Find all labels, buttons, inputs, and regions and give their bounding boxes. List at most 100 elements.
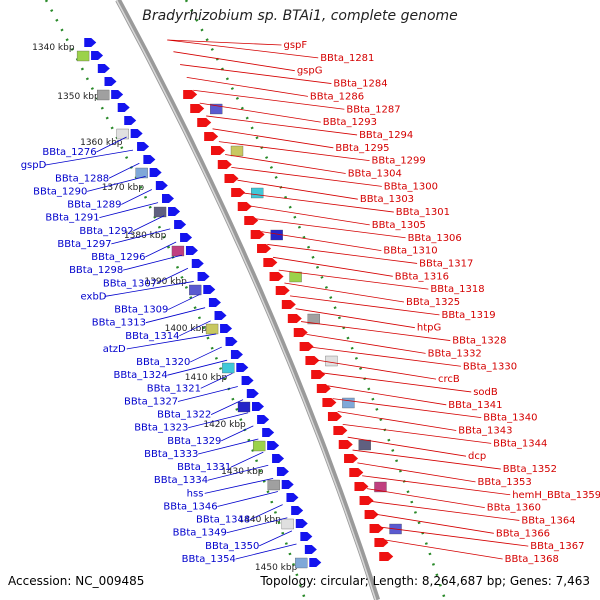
leader-line xyxy=(156,267,189,284)
gene-label-layer: BBta_1276 gspD BBta_1288 BBta_1290 BBta_1289… xyxy=(21,40,600,565)
leader-line xyxy=(376,513,494,534)
leader-line xyxy=(167,39,282,46)
gene-block xyxy=(295,557,308,569)
gene-label: BBta_1290 xyxy=(33,186,87,197)
gene-label: exbD xyxy=(81,291,107,302)
gene-label: BBta_1352 xyxy=(503,464,557,475)
gene-arrow xyxy=(304,545,317,554)
gene-track-layer xyxy=(76,38,402,569)
gene-arrow xyxy=(379,552,394,561)
gene-arrow xyxy=(275,286,290,295)
gene-label: BBta_1319 xyxy=(441,310,495,321)
map-title: Bradyrhizobium sp. BTAi1, complete genom… xyxy=(142,8,458,24)
leader-line xyxy=(337,411,457,431)
leader-line xyxy=(278,269,429,290)
leader-line xyxy=(295,308,415,329)
leader-line xyxy=(284,282,405,303)
gene-block xyxy=(230,145,244,157)
leader-line xyxy=(207,464,269,481)
gene-arrow xyxy=(137,142,150,151)
gene-arrow xyxy=(155,181,168,190)
gene-label: BBta_1348 xyxy=(196,515,250,526)
gene-label: BBta_1294 xyxy=(359,130,413,141)
gene-label: gspD xyxy=(21,160,47,171)
gene-arrow xyxy=(224,174,239,183)
gene-block xyxy=(342,397,355,409)
gene-arrow xyxy=(124,116,137,125)
gene-arrow xyxy=(168,207,181,216)
gene-block xyxy=(251,187,264,199)
gene-label: BBta_1310 xyxy=(383,246,437,257)
gene-arrow xyxy=(97,64,110,73)
gene-arrow xyxy=(117,103,130,112)
gene-label: BBta_1316 xyxy=(395,271,449,282)
gene-block xyxy=(116,128,129,140)
gene-arrow xyxy=(236,363,249,372)
leader-line xyxy=(311,346,461,367)
leader-line xyxy=(347,436,467,457)
leader-line xyxy=(200,372,233,389)
gene-block xyxy=(307,313,320,325)
gene-label: BBta_1367 xyxy=(530,541,584,552)
gene-arrow xyxy=(214,311,227,320)
gene-arrow xyxy=(344,454,359,463)
gene-arrow xyxy=(237,202,252,211)
leader-line xyxy=(168,294,200,310)
gene-label: BBta_1368 xyxy=(505,554,559,565)
gene-arrow xyxy=(183,90,198,99)
kbp-tick-label: 1360 kbp xyxy=(80,138,123,148)
gene-block xyxy=(135,167,148,179)
gene-arrow xyxy=(281,300,296,309)
gene-label: BBta_1349 xyxy=(173,528,227,539)
gene-label: BBta_1297 xyxy=(57,239,111,250)
gene-arrow xyxy=(143,155,156,164)
gene-arrow xyxy=(211,146,226,155)
leader-line xyxy=(249,205,370,226)
backbone-line xyxy=(115,0,381,600)
leader-line xyxy=(258,530,293,547)
gene-arrow xyxy=(262,428,275,437)
gene-label: BBta_1301 xyxy=(396,207,450,218)
gene-label: BBta_1332 xyxy=(428,348,482,359)
gene-label: BBta_1296 xyxy=(91,252,145,263)
gene-arrow xyxy=(190,104,205,113)
gene-arrow xyxy=(231,188,246,197)
gene-label: BBta_1330 xyxy=(463,361,517,372)
gene-label: BBta_1322 xyxy=(157,410,211,421)
kbp-tick-label: 1350 kbp xyxy=(57,92,100,102)
gene-label: gspG xyxy=(297,66,323,77)
gene-label: atzD xyxy=(103,344,126,355)
gene-label: BBta_1340 xyxy=(483,413,537,424)
accession-text: Accession: NC_009485 xyxy=(8,574,145,588)
gene-label: BBta_1334 xyxy=(154,475,208,486)
gene-label: BBta_1281 xyxy=(320,53,374,64)
gene-arrow xyxy=(374,538,389,547)
gene-arrow xyxy=(263,258,278,267)
gene-arrow xyxy=(293,328,308,337)
leader-line xyxy=(193,89,345,110)
gene-arrow xyxy=(204,132,219,141)
gene-label: BBta_1350 xyxy=(205,541,259,552)
gene-label: BBta_1346 xyxy=(163,501,217,512)
gene-block xyxy=(252,440,266,452)
gene-block xyxy=(96,89,110,101)
gene-arrow xyxy=(130,129,143,138)
gene-arrow xyxy=(305,356,320,365)
leader-line xyxy=(380,526,529,547)
leader-line xyxy=(327,385,447,406)
gene-block xyxy=(189,284,202,296)
leader-line xyxy=(342,423,492,444)
gene-label: gspF xyxy=(284,40,308,51)
gene-label: BBta_1327 xyxy=(124,396,178,407)
gene-arrow xyxy=(272,454,285,463)
leader-line xyxy=(111,228,171,245)
gene-arrow xyxy=(299,342,314,351)
leader-line xyxy=(225,154,346,174)
gene-arrow xyxy=(197,118,212,127)
gene-label: BBta_1295 xyxy=(335,143,389,154)
leader-line xyxy=(186,77,308,97)
backbone-highlight xyxy=(115,0,377,600)
leader-line xyxy=(217,491,279,507)
gene-label: BBta_1300 xyxy=(384,181,438,192)
gene-label: BBta_1341 xyxy=(448,400,502,411)
